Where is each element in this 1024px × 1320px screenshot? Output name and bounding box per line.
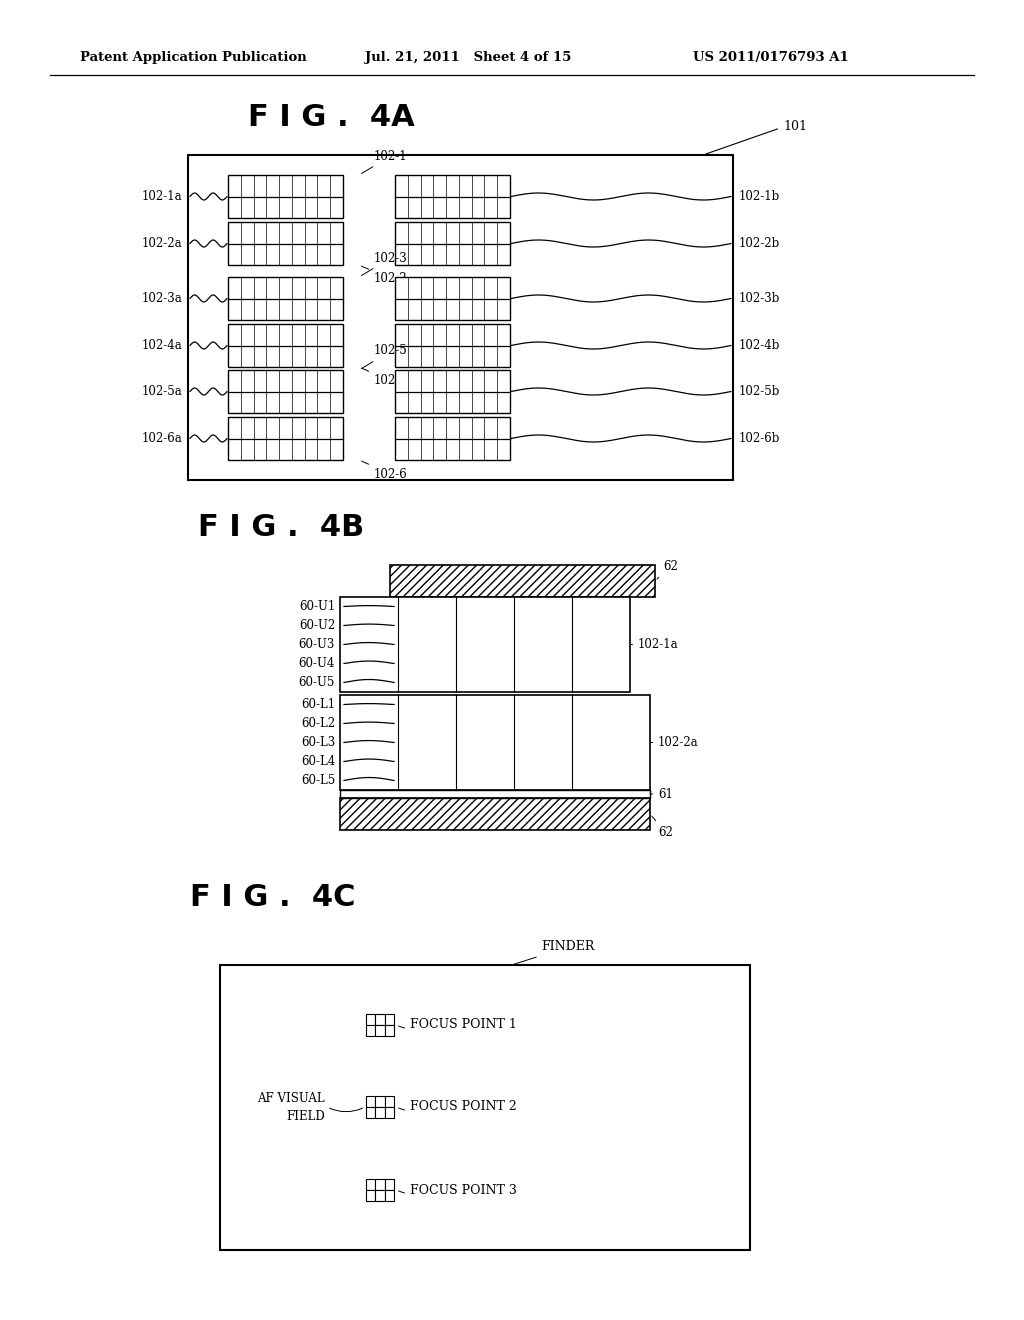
Bar bbox=[385, 1179, 394, 1191]
Bar bbox=[340, 597, 630, 692]
Bar bbox=[385, 1191, 394, 1201]
Text: AF VISUAL: AF VISUAL bbox=[257, 1092, 325, 1105]
Text: 102-2a: 102-2a bbox=[141, 238, 182, 249]
Text: 60-U4: 60-U4 bbox=[299, 657, 335, 671]
Text: 60-U5: 60-U5 bbox=[299, 676, 335, 689]
Bar bbox=[340, 799, 650, 830]
Bar bbox=[228, 370, 343, 413]
Text: 62: 62 bbox=[652, 816, 673, 838]
Text: 102-5: 102-5 bbox=[361, 345, 408, 368]
Bar bbox=[390, 565, 655, 597]
Bar bbox=[188, 154, 733, 480]
Text: 102-6: 102-6 bbox=[361, 461, 408, 480]
Text: 102-2: 102-2 bbox=[361, 267, 408, 285]
Text: 102-3a: 102-3a bbox=[141, 292, 182, 305]
Text: 60-L3: 60-L3 bbox=[301, 737, 335, 748]
Bar bbox=[395, 417, 510, 459]
Bar bbox=[366, 1191, 376, 1201]
Text: 60-L2: 60-L2 bbox=[301, 717, 335, 730]
Bar bbox=[366, 1179, 376, 1191]
Bar bbox=[366, 1096, 376, 1107]
Bar bbox=[395, 323, 510, 367]
Text: 102-1a: 102-1a bbox=[141, 190, 182, 203]
Text: 102-4a: 102-4a bbox=[141, 339, 182, 352]
Bar bbox=[385, 1107, 394, 1118]
Text: F I G .  4B: F I G . 4B bbox=[198, 512, 365, 541]
Text: 62: 62 bbox=[657, 560, 678, 579]
Text: 102-2a: 102-2a bbox=[650, 737, 698, 748]
Bar bbox=[376, 1096, 385, 1107]
Bar bbox=[340, 696, 650, 789]
Bar bbox=[366, 1107, 376, 1118]
Bar bbox=[385, 1026, 394, 1036]
Bar bbox=[228, 222, 343, 265]
Bar bbox=[228, 176, 343, 218]
Text: FOCUS POINT 3: FOCUS POINT 3 bbox=[398, 1184, 517, 1196]
Bar bbox=[376, 1014, 385, 1026]
Text: 102-3b: 102-3b bbox=[739, 292, 780, 305]
Bar bbox=[395, 277, 510, 319]
Bar bbox=[228, 417, 343, 459]
Text: 61: 61 bbox=[650, 788, 673, 800]
Text: 102-2b: 102-2b bbox=[739, 238, 780, 249]
Text: 102-6a: 102-6a bbox=[141, 432, 182, 445]
Bar bbox=[385, 1096, 394, 1107]
Text: FINDER: FINDER bbox=[514, 940, 595, 964]
Bar bbox=[340, 789, 650, 799]
Text: 60-U2: 60-U2 bbox=[299, 619, 335, 632]
Text: 60-L5: 60-L5 bbox=[301, 774, 335, 787]
Bar bbox=[376, 1179, 385, 1191]
Text: 60-L4: 60-L4 bbox=[301, 755, 335, 768]
Text: 60-U3: 60-U3 bbox=[299, 638, 335, 651]
Bar bbox=[395, 176, 510, 218]
Bar bbox=[395, 222, 510, 265]
Text: US 2011/0176793 A1: US 2011/0176793 A1 bbox=[693, 50, 849, 63]
Text: 102-5a: 102-5a bbox=[141, 385, 182, 399]
Text: 60-L1: 60-L1 bbox=[301, 698, 335, 711]
Bar bbox=[366, 1026, 376, 1036]
Text: 102-4: 102-4 bbox=[361, 368, 408, 388]
Bar bbox=[220, 965, 750, 1250]
Text: 102-1: 102-1 bbox=[361, 149, 408, 173]
Bar bbox=[366, 1014, 376, 1026]
Text: 102-1b: 102-1b bbox=[739, 190, 780, 203]
Text: FOCUS POINT 1: FOCUS POINT 1 bbox=[398, 1019, 517, 1031]
Text: Jul. 21, 2011   Sheet 4 of 15: Jul. 21, 2011 Sheet 4 of 15 bbox=[365, 50, 571, 63]
Bar bbox=[395, 370, 510, 413]
Bar bbox=[385, 1014, 394, 1026]
Text: 102-5b: 102-5b bbox=[739, 385, 780, 399]
Text: 102-4b: 102-4b bbox=[739, 339, 780, 352]
Text: 102-3: 102-3 bbox=[361, 252, 408, 276]
Bar bbox=[376, 1107, 385, 1118]
Text: Patent Application Publication: Patent Application Publication bbox=[80, 50, 307, 63]
Text: FOCUS POINT 2: FOCUS POINT 2 bbox=[398, 1101, 517, 1114]
Text: 101: 101 bbox=[706, 120, 807, 154]
Bar bbox=[228, 277, 343, 319]
Bar bbox=[376, 1191, 385, 1201]
Text: F I G .  4A: F I G . 4A bbox=[248, 103, 415, 132]
Text: 102-6b: 102-6b bbox=[739, 432, 780, 445]
Text: FIELD: FIELD bbox=[287, 1110, 325, 1122]
Bar bbox=[228, 323, 343, 367]
Text: F I G .  4C: F I G . 4C bbox=[190, 883, 355, 912]
Bar bbox=[376, 1026, 385, 1036]
Text: 102-1a: 102-1a bbox=[630, 638, 679, 651]
Text: 60-U1: 60-U1 bbox=[299, 601, 335, 612]
